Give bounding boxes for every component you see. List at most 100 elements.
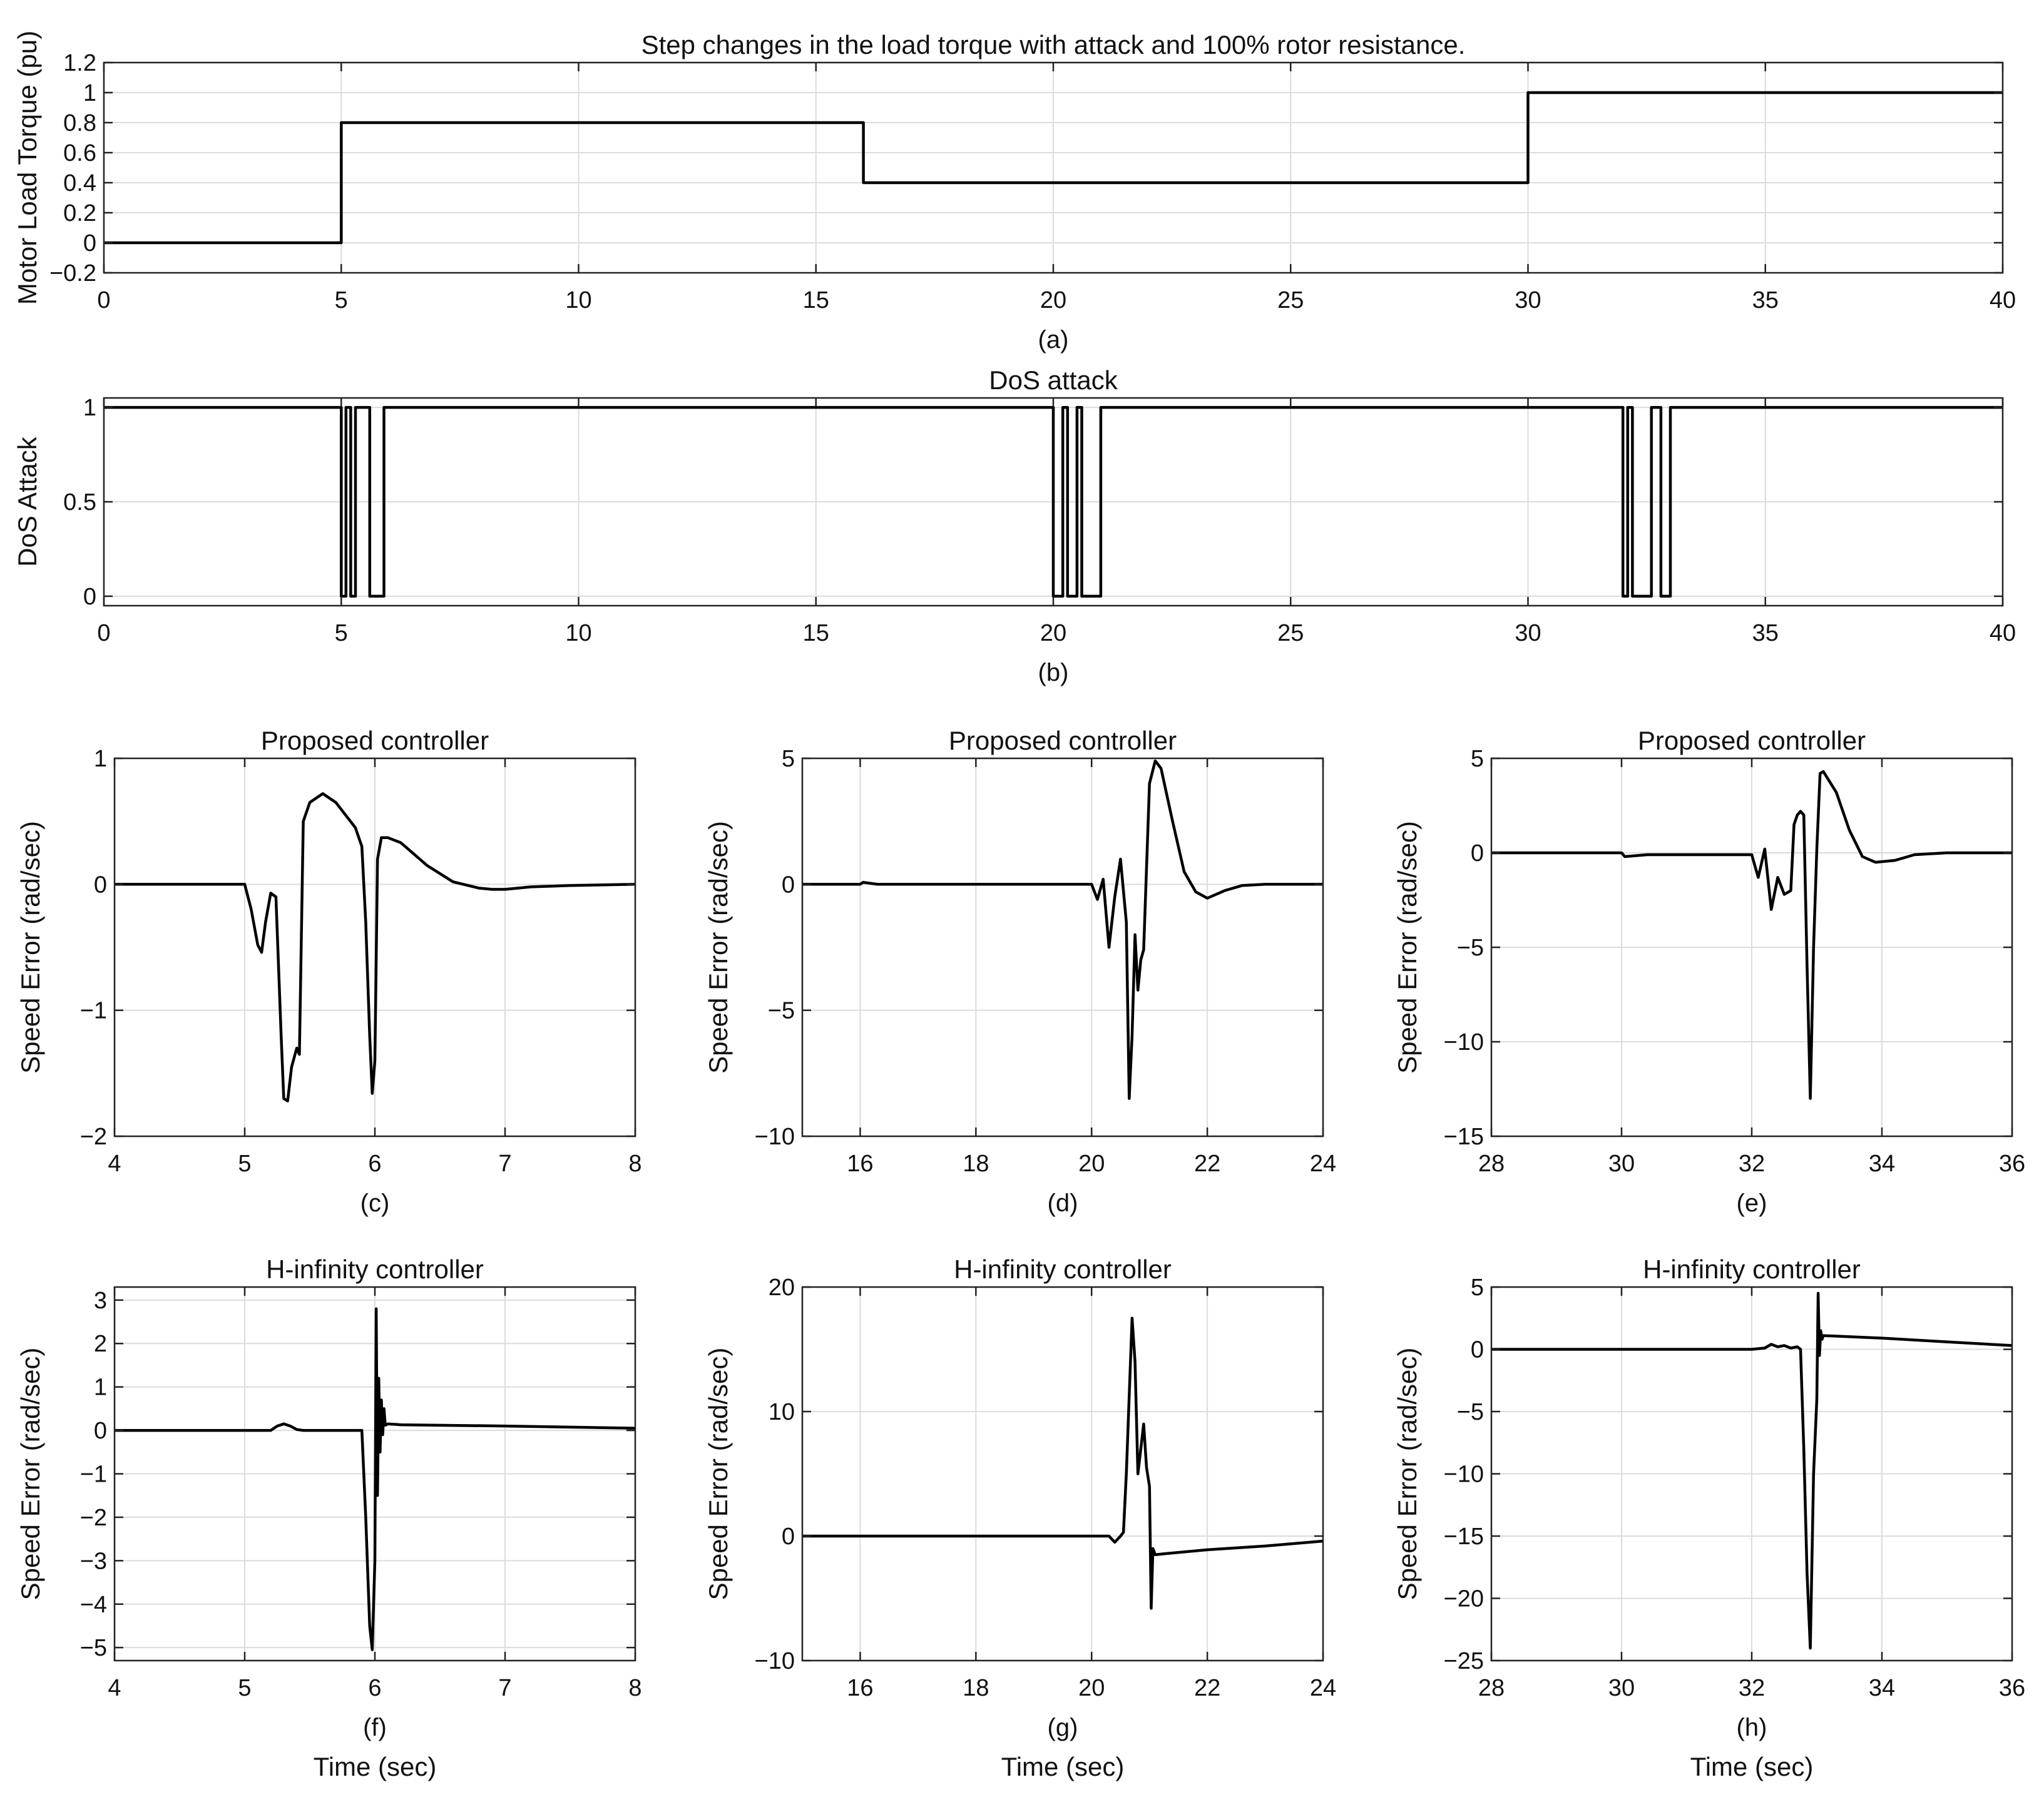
y-tick-label: 0.4 bbox=[63, 170, 96, 196]
x-tick-label: 16 bbox=[847, 1675, 873, 1701]
y-tick-label: −2 bbox=[80, 1124, 107, 1150]
x-tick-label: 30 bbox=[1608, 1675, 1635, 1701]
x-axis-label: Time (sec) bbox=[1001, 1752, 1125, 1781]
x-tick-label: 5 bbox=[335, 287, 348, 313]
x-tick-label: 30 bbox=[1515, 287, 1541, 313]
y-tick-label: 0 bbox=[1471, 1337, 1484, 1363]
y-tick-label: 10 bbox=[769, 1399, 795, 1425]
chart-title: Proposed controller bbox=[1638, 726, 1866, 755]
y-tick-label: −20 bbox=[1444, 1586, 1484, 1612]
y-tick-label: 1 bbox=[83, 80, 96, 106]
x-tick-label: 34 bbox=[1869, 1675, 1895, 1701]
x-tick-label: 25 bbox=[1277, 620, 1304, 646]
x-tick-label: 24 bbox=[1310, 1675, 1336, 1701]
y-tick-label: −10 bbox=[755, 1124, 795, 1150]
subplot-caption: (g) bbox=[1048, 1714, 1078, 1741]
x-tick-label: 18 bbox=[963, 1675, 989, 1701]
subplot-caption: (f) bbox=[363, 1714, 387, 1741]
x-tick-label: 8 bbox=[628, 1675, 641, 1701]
y-tick-label: 0.5 bbox=[63, 489, 96, 516]
y-tick-label: −0.2 bbox=[49, 260, 96, 287]
chart-title: H-infinity controller bbox=[1643, 1255, 1861, 1284]
chart-title: Proposed controller bbox=[949, 726, 1177, 755]
x-tick-label: 8 bbox=[628, 1151, 641, 1177]
chart-e: 28 30 32 34 36 −15 −10 −5 0 5 Proposed controller S… bbox=[1392, 726, 2025, 1217]
chart-title: H-infinity controller bbox=[954, 1255, 1172, 1284]
x-tick-label: 28 bbox=[1478, 1675, 1505, 1701]
x-tick-label: 4 bbox=[108, 1151, 121, 1177]
y-tick-label: −15 bbox=[1444, 1124, 1484, 1150]
y-tick-label: 0.2 bbox=[63, 200, 96, 227]
y-tick-label: 0 bbox=[94, 872, 107, 898]
axes-frame bbox=[801, 757, 1324, 1138]
x-tick-label: 10 bbox=[565, 620, 591, 646]
x-tick-label: 22 bbox=[1194, 1151, 1220, 1177]
x-tick-label: 4 bbox=[108, 1675, 121, 1701]
chart-h: 28 30 32 34 36 −25 −20 −15 −10 −5 0 5 H-infinity con… bbox=[1392, 1255, 2025, 1781]
subplot-caption: (e) bbox=[1737, 1189, 1767, 1217]
x-tick-label: 16 bbox=[847, 1151, 873, 1177]
y-tick-label: 0 bbox=[83, 584, 96, 610]
x-tick-label: 35 bbox=[1752, 287, 1779, 313]
data-line-f-0 bbox=[115, 1307, 636, 1651]
data-line-h-0 bbox=[1491, 1291, 2013, 1650]
x-tick-label: 10 bbox=[565, 287, 591, 313]
x-tick-label: 15 bbox=[803, 287, 829, 313]
y-tick-label: −5 bbox=[80, 1635, 107, 1661]
data-line-d-0 bbox=[802, 759, 1323, 1100]
x-tick-label: 32 bbox=[1739, 1151, 1765, 1177]
x-tick-label: 6 bbox=[368, 1151, 381, 1177]
y-tick-label: 3 bbox=[94, 1288, 107, 1314]
y-tick-label: −10 bbox=[1444, 1462, 1484, 1488]
y-tick-label: 1 bbox=[83, 395, 96, 421]
chart-f: 4 5 6 7 8 −5 −4 −3 −2 −1 0 1 2 3 H-infinity controller… bbox=[16, 1255, 642, 1781]
subplot-caption: (d) bbox=[1048, 1189, 1078, 1217]
chart-title: Proposed controller bbox=[261, 726, 489, 755]
subplot-caption: (b) bbox=[1038, 659, 1069, 686]
y-tick-label: 1 bbox=[94, 1375, 107, 1401]
chart-b: 0 5 10 15 20 25 30 35 40 0 0.5 1 DoS attack DoS Attac… bbox=[13, 365, 2016, 686]
x-tick-label: 34 bbox=[1869, 1151, 1895, 1177]
y-tick-label: −4 bbox=[80, 1592, 107, 1618]
y-axis-label: Speed Error (rad/sec) bbox=[1392, 821, 1422, 1074]
x-tick-label: 5 bbox=[335, 620, 348, 646]
y-tick-label: 0.6 bbox=[63, 140, 96, 166]
x-tick-label: 5 bbox=[238, 1675, 251, 1701]
y-tick-label: −1 bbox=[80, 1462, 107, 1488]
y-tick-label: 0 bbox=[782, 872, 795, 898]
x-tick-label: 35 bbox=[1752, 620, 1779, 646]
x-tick-label: 15 bbox=[803, 620, 829, 646]
x-tick-label: 30 bbox=[1515, 620, 1541, 646]
y-axis-label: Speed Error (rad/sec) bbox=[1392, 1348, 1422, 1601]
x-tick-label: 0 bbox=[97, 287, 110, 313]
x-axis-label: Time (sec) bbox=[314, 1752, 437, 1781]
y-tick-label: 1 bbox=[94, 746, 107, 772]
y-tick-label: −3 bbox=[80, 1548, 107, 1574]
data-line-g-0 bbox=[802, 1316, 1324, 1610]
y-tick-label: 20 bbox=[769, 1275, 795, 1301]
y-axis-label: Speed Error (rad/sec) bbox=[16, 821, 45, 1074]
x-tick-label: 18 bbox=[963, 1151, 989, 1177]
y-tick-label: −10 bbox=[755, 1648, 795, 1674]
x-tick-label: 6 bbox=[368, 1675, 381, 1701]
chart-title: DoS attack bbox=[989, 365, 1118, 395]
x-tick-label: 5 bbox=[238, 1151, 251, 1177]
chart-title: Step changes in the load torque with att… bbox=[641, 30, 1466, 59]
x-tick-label: 40 bbox=[1990, 287, 2016, 313]
x-tick-label: 20 bbox=[1078, 1151, 1105, 1177]
x-tick-label: 32 bbox=[1739, 1675, 1765, 1701]
y-tick-label: 0 bbox=[94, 1418, 107, 1444]
x-axis-label: Time (sec) bbox=[1690, 1752, 1814, 1781]
x-tick-label: 20 bbox=[1040, 287, 1066, 313]
x-tick-label: 20 bbox=[1040, 620, 1066, 646]
x-tick-label: 30 bbox=[1608, 1151, 1635, 1177]
data-line-e-0 bbox=[1491, 770, 2012, 1100]
y-tick-label: −1 bbox=[80, 998, 107, 1024]
y-tick-label: −15 bbox=[1444, 1524, 1484, 1550]
x-tick-label: 22 bbox=[1194, 1675, 1220, 1701]
y-tick-label: 0.8 bbox=[63, 110, 96, 136]
chart-title: H-infinity controller bbox=[266, 1255, 484, 1284]
chart-a: 0 5 10 15 20 25 30 35 40−0.200.20.40.60.811.2Ste… bbox=[13, 30, 2016, 354]
